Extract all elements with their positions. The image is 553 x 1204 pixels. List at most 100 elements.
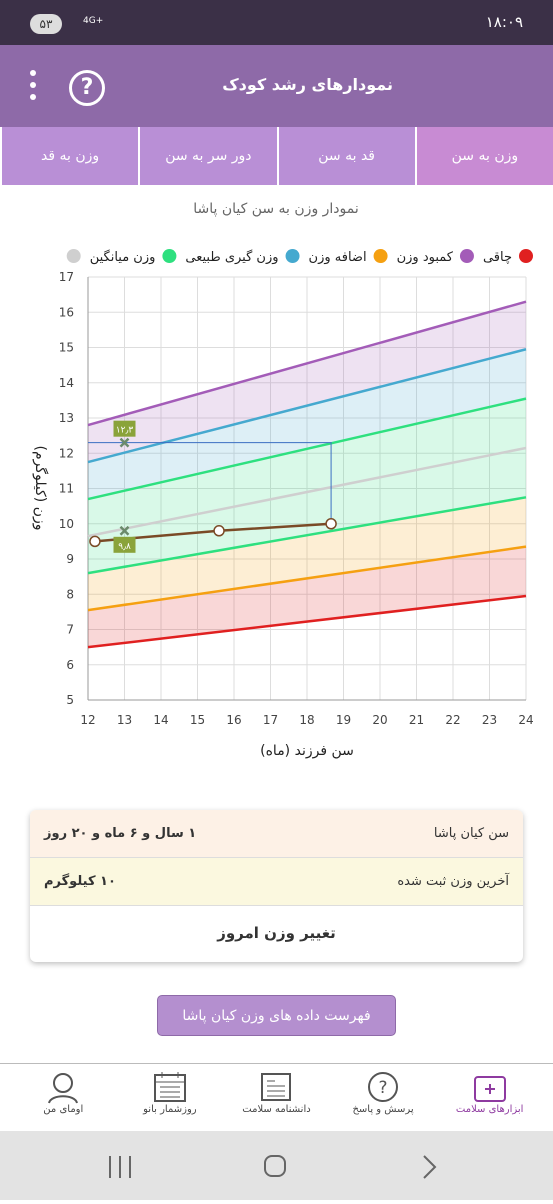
band [88, 497, 526, 611]
marker-label-bg [113, 420, 136, 437]
icon: ? [368, 1072, 399, 1102]
y-tick-label: 17 [59, 270, 74, 284]
y-tick-label: 15 [59, 341, 74, 355]
x-tick-label: 14 [153, 713, 168, 727]
x-tick-label: 13 [117, 713, 132, 727]
bottom-nav: ابزارهای سلامت ? پرسش و پاسخ دانشنامه سلا… [0, 1063, 553, 1131]
band [88, 546, 526, 648]
reference-line [87, 300, 527, 427]
tab[interactable]: وزن به سن [414, 127, 553, 185]
info-label: سن کیان پاشا [433, 826, 509, 841]
badge: ۵۳ [30, 14, 62, 34]
guide-line [88, 442, 332, 524]
info-label: آخرین وزن ثبت شده [397, 874, 509, 889]
legend-label: وزن گیری طبیعی [185, 249, 278, 265]
legend-swatch [373, 249, 388, 263]
x-tick-label: 23 [482, 713, 497, 727]
reference-line [87, 496, 527, 575]
legend-label: کمبود وزن [397, 250, 454, 265]
nav-item[interactable]: ابزارهای سلامت [444, 1064, 536, 1131]
y-tick-label: 11 [59, 482, 74, 496]
legend-label: وزن میانگین [90, 249, 156, 265]
reference-line [87, 348, 527, 464]
band [88, 447, 526, 574]
help-button[interactable]: ? [69, 70, 105, 106]
y-tick-label: 8 [66, 587, 74, 601]
legend-swatch [459, 249, 474, 263]
y-tick-label: 9 [66, 552, 74, 566]
header-title: نمودارهای رشد کودک [222, 75, 393, 94]
info-value: ۱۰ کیلوگرم [44, 874, 116, 889]
reference-line [87, 397, 527, 501]
icon [473, 1076, 506, 1102]
tab[interactable]: وزن به قد [0, 127, 138, 185]
marker [119, 437, 130, 448]
menu[interactable] [30, 70, 38, 104]
legend-swatch [285, 249, 300, 263]
action[interactable]: تغییر وزن امروز [217, 924, 336, 942]
legend-label: چاقی [483, 250, 512, 265]
icon [261, 1073, 292, 1101]
legend-swatch [519, 249, 533, 263]
nav-item[interactable]: اومای من [17, 1064, 109, 1131]
y-tick-label: 6 [66, 658, 74, 672]
nav-label: روزشمار بانو [143, 1104, 197, 1115]
x-tick-label: 21 [409, 713, 424, 727]
nav-item[interactable]: ? پرسش و پاسخ [337, 1064, 429, 1131]
legend-swatch [66, 249, 81, 263]
marker-label-bg [113, 536, 136, 553]
x-tick-label: 22 [445, 713, 460, 727]
x-tick-label: 20 [372, 713, 387, 727]
info-value: ۱ سال و ۶ ماه و ۲۰ روز [44, 826, 197, 841]
svg-text:?: ? [379, 1078, 388, 1098]
child-point [89, 535, 101, 548]
y-tick-label: 10 [59, 517, 74, 531]
nav-label: دانشنامه سلامت [242, 1104, 311, 1115]
x-axis-title: سن فرزند (ماه) [260, 743, 354, 759]
list-button[interactable]: فهرست داده های وزن کیان پاشا [157, 995, 396, 1036]
icon [48, 1073, 79, 1104]
nav-label: پرسش و پاسخ [352, 1104, 414, 1115]
marker-label: ۱۲٫۳ [116, 426, 134, 436]
nav-item[interactable]: روزشمار بانو [124, 1064, 216, 1131]
band [88, 301, 526, 463]
chart-title: نمودار وزن به سن کیان پاشا [193, 201, 359, 217]
info-row: سن کیان پاشا ۱ سال و ۶ ماه و ۲۰ روز [30, 810, 523, 858]
tab-bar: وزن به سن قد به سن دور سر به سن وزن به ق… [0, 127, 553, 185]
tab[interactable]: قد به سن [276, 127, 415, 185]
legend-label: اضافه وزن [309, 250, 367, 265]
marker [119, 525, 130, 536]
x-tick-label: 24 [518, 713, 533, 727]
y-tick-label: 12 [59, 446, 74, 460]
time: ۱۸:۰۹ [485, 13, 523, 31]
x-tick-label: 12 [80, 713, 95, 727]
x-tick-label: 15 [190, 713, 205, 727]
system-bar [0, 1131, 553, 1200]
x-tick-label: 16 [226, 713, 241, 727]
y-tick-label: 14 [59, 376, 74, 390]
band [88, 398, 526, 537]
app-header: ? نمودارهای رشد کودک [0, 45, 553, 127]
y-tick-label: 16 [59, 305, 74, 319]
child-point [213, 525, 225, 537]
info-row: آخرین وزن ثبت شده ۱۰ کیلوگرم [30, 858, 523, 906]
x-tick-label: 18 [299, 713, 314, 727]
y-axis-title: وزن (کیلوگرم) [32, 446, 49, 531]
nav-label: اومای من [43, 1104, 84, 1115]
tab[interactable]: دور سر به سن [138, 127, 276, 185]
reference-line [87, 545, 527, 612]
network: 4G+ [83, 16, 104, 26]
x-tick-label: 19 [336, 713, 351, 727]
reference-line [87, 594, 527, 649]
info-card: سن کیان پاشا ۱ سال و ۶ ماه و ۲۰ روز آخرین… [30, 810, 523, 962]
icon [153, 1072, 186, 1102]
system-buttons [109, 1155, 437, 1179]
nav-label: ابزارهای سلامت [455, 1104, 524, 1115]
band [88, 349, 526, 500]
y-tick-label: 7 [66, 623, 74, 637]
child-point [325, 518, 337, 530]
reference-line [87, 446, 527, 538]
nav-item[interactable]: دانشنامه سلامت [230, 1064, 322, 1131]
